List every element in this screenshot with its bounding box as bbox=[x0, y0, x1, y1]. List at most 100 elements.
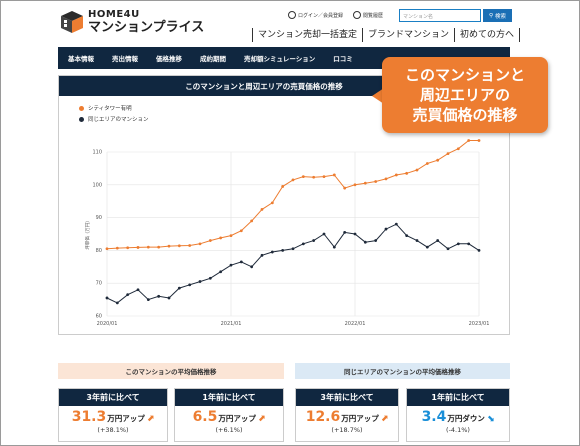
card-value: 6.5 bbox=[192, 409, 218, 425]
data-point bbox=[436, 158, 440, 162]
data-point bbox=[188, 244, 192, 247]
nav-price-trend[interactable]: 価格推移 bbox=[156, 55, 182, 63]
data-point bbox=[405, 171, 409, 175]
history-link-label: 閲覧履歴 bbox=[363, 12, 384, 19]
data-point bbox=[157, 294, 161, 298]
summary-title-this-mansion: このマンションの平均価格推移 bbox=[58, 363, 284, 379]
data-point bbox=[281, 185, 285, 188]
card-heading: 1年前に比べて bbox=[407, 389, 509, 406]
x-tick-label: 2020/01 bbox=[97, 321, 118, 327]
y-tick-label: 60 bbox=[96, 314, 102, 320]
data-point bbox=[332, 173, 336, 177]
y-tick-label: 90 bbox=[96, 215, 102, 221]
data-point bbox=[332, 245, 336, 249]
data-point bbox=[115, 301, 119, 305]
data-point bbox=[177, 286, 181, 290]
y-tick-label: 70 bbox=[96, 281, 102, 287]
data-point bbox=[467, 139, 471, 142]
data-point bbox=[353, 183, 357, 187]
data-point bbox=[384, 227, 388, 231]
data-point bbox=[239, 229, 243, 233]
data-point bbox=[219, 270, 223, 274]
card-value: 3.4 bbox=[421, 409, 447, 425]
callout-line-2: 周辺エリアの bbox=[419, 86, 510, 104]
card-percent: (+18.7%) bbox=[331, 426, 363, 434]
data-point bbox=[126, 246, 130, 250]
data-point bbox=[136, 246, 140, 249]
data-point bbox=[425, 245, 429, 249]
data-point bbox=[291, 247, 295, 251]
legend-item-area: 同じエリアのマンション bbox=[79, 115, 149, 123]
card-percent: (-4.1%) bbox=[446, 426, 470, 434]
x-tick-label: 2022/01 bbox=[345, 321, 366, 327]
data-point bbox=[208, 276, 212, 280]
data-point bbox=[343, 186, 347, 190]
card-unit: 万円ダウン bbox=[447, 414, 485, 423]
search-button[interactable]: ⚲ 検索 bbox=[483, 9, 512, 22]
nav-reviews[interactable]: 口コミ bbox=[333, 55, 353, 63]
data-point bbox=[477, 249, 481, 252]
data-point bbox=[456, 242, 460, 246]
data-point bbox=[353, 232, 357, 236]
top-nav-beginners[interactable]: 初めての方へ bbox=[455, 28, 521, 42]
top-nav-brand[interactable]: ブランドマンション bbox=[363, 28, 456, 42]
logo-cube-icon bbox=[60, 10, 84, 34]
search-button-label: 検索 bbox=[495, 13, 507, 20]
data-point bbox=[239, 260, 243, 264]
data-point bbox=[405, 234, 409, 238]
data-point bbox=[312, 239, 316, 242]
data-point bbox=[394, 173, 398, 177]
data-point bbox=[363, 240, 367, 244]
data-point bbox=[446, 152, 450, 156]
data-point bbox=[301, 175, 305, 178]
y-tick-label: 100 bbox=[92, 182, 102, 188]
x-tick-label: 2021/01 bbox=[221, 321, 242, 327]
y-axis-label: 坪単価（万円） bbox=[84, 218, 91, 250]
data-point bbox=[425, 162, 429, 165]
data-point bbox=[312, 175, 316, 179]
data-point bbox=[198, 280, 202, 283]
nav-basic-info[interactable]: 基本情報 bbox=[68, 55, 94, 63]
data-point bbox=[322, 232, 326, 236]
data-point bbox=[250, 219, 254, 223]
data-point bbox=[343, 230, 347, 234]
summary-card-this-3y: 3年前に比べて 31.3 万円アップ ⬈ (+38.1%) bbox=[58, 388, 168, 442]
data-point bbox=[301, 242, 305, 246]
card-heading: 1年前に比べて bbox=[175, 389, 283, 406]
history-link[interactable]: 閲覧履歴 bbox=[353, 11, 383, 19]
legend-item-this-mansion: シティタワー有明 bbox=[79, 104, 149, 112]
y-tick-label: 80 bbox=[96, 248, 102, 254]
card-heading: 3年前に比べて bbox=[296, 389, 398, 406]
nav-contract-period[interactable]: 成約期間 bbox=[200, 55, 226, 63]
chart-legend: シティタワー有明 同じエリアのマンション bbox=[79, 104, 149, 126]
data-point bbox=[374, 239, 378, 242]
data-point bbox=[260, 253, 264, 257]
line-chart: 60 70 80 90 100 110 2020/01 2021/01 2022/01 2023/… bbox=[84, 139, 490, 327]
top-nav-sell-assessment[interactable]: マンション売却一括査定 bbox=[252, 28, 364, 42]
callout-line-3: 売買価格の推移 bbox=[412, 106, 518, 124]
summary-title-area: 同じエリアのマンションの平均価格推移 bbox=[295, 363, 510, 379]
data-point bbox=[384, 177, 388, 181]
utility-links: ログイン／会員登録 閲覧履歴 bbox=[288, 11, 383, 19]
logo-top-text: HOME4U bbox=[88, 9, 140, 20]
card-percent: (+6.1%) bbox=[215, 426, 243, 434]
x-tick-label: 2023/01 bbox=[469, 321, 490, 327]
site-logo[interactable]: HOME4U マンションプライス bbox=[60, 10, 204, 34]
series-line-1 bbox=[106, 223, 480, 304]
nav-listings[interactable]: 売出情報 bbox=[112, 55, 138, 63]
data-point bbox=[177, 244, 181, 248]
login-link[interactable]: ログイン／会員登録 bbox=[288, 11, 343, 19]
search-icon: ⚲ bbox=[488, 12, 493, 19]
data-point bbox=[146, 245, 150, 249]
search-input[interactable]: マンション名 bbox=[399, 9, 481, 22]
data-point bbox=[198, 242, 202, 246]
card-value: 12.6 bbox=[305, 409, 341, 425]
nav-sale-simulation[interactable]: 売却額シミュレーション bbox=[244, 55, 316, 63]
data-point bbox=[415, 239, 419, 242]
data-point bbox=[436, 239, 440, 242]
data-point bbox=[322, 175, 326, 178]
callout-line-1: このマンションと bbox=[404, 66, 525, 84]
series-line-0 bbox=[106, 140, 479, 250]
data-point bbox=[105, 296, 109, 300]
data-point bbox=[363, 181, 367, 185]
